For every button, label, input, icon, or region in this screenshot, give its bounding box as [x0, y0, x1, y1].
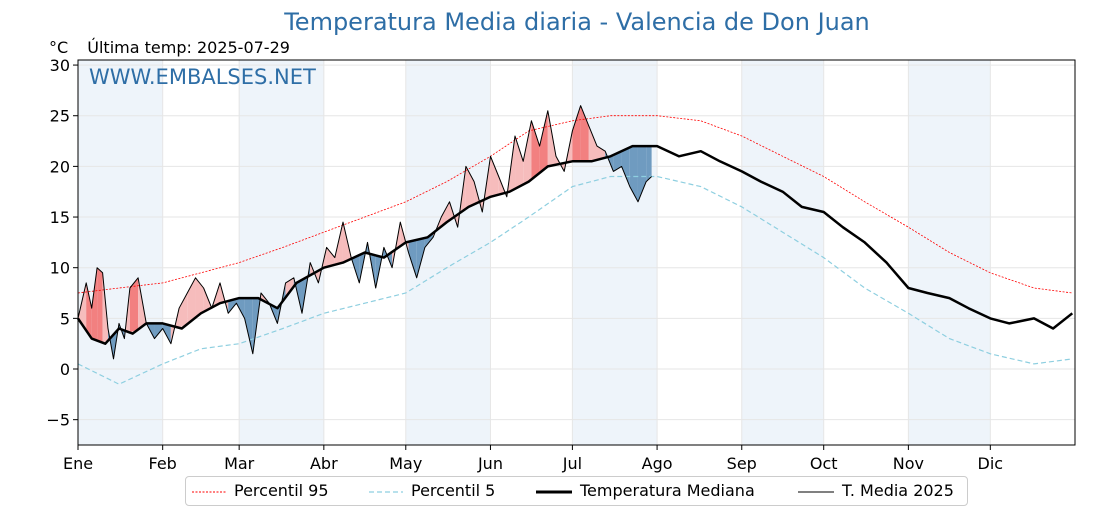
- plot-frame: [77, 59, 1076, 446]
- y-unit-label: °C: [49, 38, 69, 57]
- x-tick-label: May: [389, 454, 422, 473]
- x-tick-label: Jun: [477, 454, 503, 473]
- month-band: [741, 60, 824, 445]
- x-tick-label: Abr: [310, 454, 338, 473]
- fill-below-median: [359, 242, 368, 283]
- y-tick-label: 10: [50, 259, 70, 278]
- watermark: WWW.EMBALSES.NET: [89, 65, 316, 89]
- series-lines: [76, 105, 1074, 385]
- x-tick-label: Oct: [810, 454, 838, 473]
- fill-below-median: [613, 151, 622, 172]
- fill-above-median: [129, 277, 139, 333]
- month-band: [239, 60, 324, 445]
- fill-above-median: [596, 146, 606, 160]
- legend-item-p5: Percentil 5: [369, 481, 495, 500]
- fill-above-median: [465, 166, 475, 209]
- legend-item-2025: T. Media 2025: [798, 481, 954, 500]
- legend: Percentil 95 Percentil 5 Temperatura Med…: [185, 476, 968, 506]
- series-line-p5: [77, 175, 1073, 385]
- fill-above-median: [326, 247, 335, 267]
- fill-above-median: [572, 105, 581, 162]
- legend-label-p5: Percentil 5: [411, 481, 496, 500]
- last-temp-label: Última temp: 2025-07-29: [87, 38, 290, 57]
- y-tick-label: 5: [60, 309, 70, 328]
- x-tick-label: Ago: [642, 454, 673, 473]
- fill-above-median: [588, 125, 597, 162]
- series-line-2025: [77, 105, 652, 360]
- y-tick-label: 30: [50, 56, 70, 75]
- y-tick-label: 0: [60, 360, 70, 379]
- x-tick-label: Dic: [978, 454, 1004, 473]
- fill-below-median: [154, 323, 163, 339]
- x-tick-label: Ene: [63, 454, 93, 473]
- fill-below-median: [236, 298, 245, 319]
- fill-above-median: [195, 277, 204, 318]
- y-tick-label: 25: [50, 107, 70, 126]
- legend-label-p95: Percentil 95: [234, 481, 329, 500]
- legend-label-2025: T. Media 2025: [842, 481, 954, 500]
- fill-above-median: [97, 267, 103, 343]
- x-tick-label: Sep: [727, 454, 757, 473]
- fill-below-median: [383, 247, 393, 268]
- y-tick-label: −5: [46, 411, 70, 430]
- month-band: [78, 60, 163, 445]
- fill-above-median: [392, 222, 401, 268]
- chart-subtitle: °C Última temp: 2025-07-29: [49, 38, 290, 57]
- fill-above-median: [179, 293, 188, 328]
- month-bands: [78, 60, 991, 445]
- y-tick-label: 15: [50, 208, 70, 227]
- fill-above-median: [490, 156, 499, 197]
- fill-above-median: [523, 120, 532, 185]
- fill-below-median: [408, 239, 417, 278]
- series-line-p95: [77, 115, 1073, 294]
- fill-above-median: [86, 282, 92, 339]
- fill-above-median: [78, 282, 87, 331]
- fill-above-median: [285, 277, 294, 298]
- series-line-median: [76, 144, 1074, 345]
- fill-below-median: [637, 146, 647, 202]
- fill-below-median: [416, 237, 425, 278]
- y-axis-ticks: −5 0 5 10 15 20 25 30: [46, 56, 78, 430]
- legend-item-p95: Percentil 95: [192, 481, 329, 500]
- fill-above-median: [531, 120, 540, 180]
- chart-title: Temperatura Media diaria - Valencia de D…: [284, 8, 870, 36]
- fill-above-median: [91, 267, 98, 341]
- legend-label-median: Temperatura Mediana: [580, 481, 755, 500]
- x-axis-ticks: Ene Feb Mar Abr May Jun Jul Ago Sep Oct Nov Dic: [63, 445, 1003, 473]
- x-tick-label: Feb: [149, 454, 177, 473]
- fill-above-median: [515, 135, 524, 189]
- fill-below-median: [424, 232, 434, 248]
- fill-above-median: [474, 181, 483, 212]
- x-tick-label: Jul: [562, 454, 582, 473]
- fill-below-median: [646, 146, 652, 182]
- anomaly-fills: [78, 105, 652, 359]
- x-tick-label: Nov: [893, 454, 924, 473]
- fill-below-median: [629, 146, 638, 202]
- fill-below-median: [162, 323, 171, 344]
- fill-below-median: [228, 298, 237, 314]
- fill-above-median: [539, 110, 548, 173]
- legend-item-median: Temperatura Mediana: [536, 481, 755, 500]
- x-tick-label: Mar: [224, 454, 255, 473]
- y-tick-label: 20: [50, 157, 70, 176]
